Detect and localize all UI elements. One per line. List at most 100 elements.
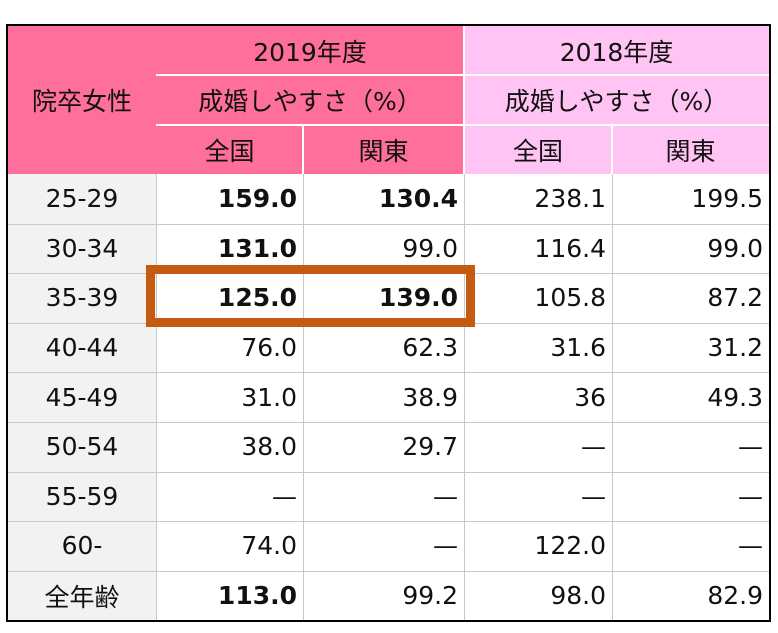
kanto-2019-value: —	[433, 531, 458, 561]
col-kanto-2019-label: 関東	[358, 136, 409, 166]
grid-line	[303, 174, 304, 621]
kanto-2019-value: —	[433, 481, 458, 511]
kanto-2019-value: 139.0	[378, 283, 458, 313]
kanto-2018-cell: —	[612, 471, 769, 522]
national-2019-value: 125.0	[217, 283, 297, 313]
national-2018-value: —	[581, 481, 606, 511]
national-2018-cell: 31.6	[464, 322, 612, 373]
national-2019-cell: 76.0	[156, 322, 303, 373]
age-value: 60-	[61, 531, 103, 561]
year-2018-label: 2018年度	[559, 37, 674, 67]
kanto-2018-cell: 82.9	[612, 570, 769, 621]
kanto-2019-cell: 130.4	[303, 174, 464, 224]
age-cell: 60-	[8, 521, 156, 571]
kanto-2018-cell: 87.2	[612, 273, 769, 323]
corner-label-cell: 院卒女性	[8, 26, 156, 174]
age-cell: 55-59	[8, 471, 156, 522]
header-separator	[156, 124, 769, 126]
national-2018-cell: 98.0	[464, 570, 612, 621]
highlight-box	[146, 265, 475, 327]
age-value: 40-44	[45, 333, 119, 363]
national-2018-value: —	[581, 432, 606, 462]
national-2018-cell: 36	[464, 372, 612, 422]
header-separator	[302, 125, 304, 174]
national-2018-value: 105.8	[534, 283, 606, 313]
age-cell: 35-39	[8, 273, 156, 323]
national-2019-cell: 74.0	[156, 521, 303, 571]
grid-line	[8, 372, 769, 374]
age-value: 全年齢	[44, 582, 120, 612]
age-cell: 25-29	[8, 174, 156, 224]
corner-label: 院卒女性	[31, 87, 132, 116]
kanto-2018-cell: —	[612, 521, 769, 571]
col-kanto-2018-label: 関東	[665, 136, 716, 166]
age-cell: 30-34	[8, 223, 156, 274]
header-separator	[156, 74, 769, 76]
age-cell: 40-44	[8, 322, 156, 373]
kanto-2018-value: 199.5	[691, 184, 763, 214]
age-cell: 45-49	[8, 372, 156, 422]
year-2019-header: 2019年度	[156, 26, 464, 75]
national-2019-cell: 31.0	[156, 372, 303, 422]
national-2019-value: 131.0	[217, 233, 297, 263]
grid-line	[156, 174, 157, 621]
kanto-2019-cell: 29.7	[303, 422, 464, 472]
header-separator	[463, 26, 465, 174]
kanto-2018-value: 49.3	[707, 382, 763, 412]
col-kanto-2019-header: 関東	[303, 125, 464, 174]
national-2018-cell: 116.4	[464, 223, 612, 274]
grid-line	[8, 471, 769, 473]
national-2018-value: 36	[574, 382, 606, 412]
national-2019-cell: 159.0	[156, 174, 303, 224]
grid-line	[8, 422, 769, 423]
national-2018-value: 122.0	[534, 531, 606, 561]
age-value: 50-54	[45, 432, 119, 462]
national-2019-value: 76.0	[241, 333, 297, 363]
kanto-2019-cell: 139.0	[303, 273, 464, 323]
col-national-2019-header: 全国	[156, 125, 303, 174]
col-national-2018-header: 全国	[464, 125, 612, 174]
national-2018-value: 98.0	[550, 581, 606, 611]
national-2018-value: 116.4	[534, 233, 606, 263]
national-2018-value: 238.1	[534, 184, 606, 214]
national-2018-cell: 105.8	[464, 273, 612, 323]
kanto-2019-cell: 62.3	[303, 322, 464, 373]
grid-line	[8, 570, 769, 572]
national-2019-value: 31.0	[241, 382, 297, 412]
metric-2019-header: 成婚しやすさ（%）	[156, 75, 464, 125]
grid-line	[464, 174, 465, 621]
kanto-2019-value: 62.3	[402, 333, 458, 363]
national-2019-value: —	[272, 481, 297, 511]
kanto-2019-cell: 38.9	[303, 372, 464, 422]
kanto-2018-value: 87.2	[707, 283, 763, 313]
age-value: 45-49	[45, 382, 119, 412]
col-national-2019-label: 全国	[204, 136, 255, 166]
age-value: 35-39	[45, 283, 119, 313]
year-2019-label: 2019年度	[253, 37, 367, 67]
kanto-2018-value: —	[738, 432, 763, 462]
kanto-2018-cell: 199.5	[612, 174, 769, 224]
age-cell: 50-54	[8, 422, 156, 472]
national-2019-value: 159.0	[217, 184, 297, 214]
kanto-2018-cell: 49.3	[612, 372, 769, 422]
kanto-2019-value: 99.2	[402, 581, 458, 611]
national-2019-value: 38.0	[241, 432, 297, 462]
kanto-2019-value: 29.7	[402, 432, 458, 462]
kanto-2019-cell: —	[303, 521, 464, 571]
national-2018-cell: —	[464, 471, 612, 522]
national-2019-cell: 131.0	[156, 223, 303, 274]
metric-2019-label: 成婚しやすさ（%）	[198, 87, 422, 116]
national-2019-value: 74.0	[241, 531, 297, 561]
header-separator	[611, 125, 613, 174]
kanto-2018-cell: 31.2	[612, 322, 769, 373]
national-2019-cell: 113.0	[156, 570, 303, 621]
grid-line	[8, 521, 769, 523]
kanto-2019-cell: 99.2	[303, 570, 464, 621]
kanto-2018-value: 99.0	[707, 233, 763, 263]
age-cell: 全年齢	[8, 570, 156, 621]
kanto-2018-value: —	[738, 531, 763, 561]
col-national-2018-label: 全国	[512, 136, 563, 166]
kanto-2018-value: 31.2	[707, 333, 763, 363]
metric-2018-header: 成婚しやすさ（%）	[464, 75, 769, 125]
kanto-2018-cell: —	[612, 422, 769, 472]
